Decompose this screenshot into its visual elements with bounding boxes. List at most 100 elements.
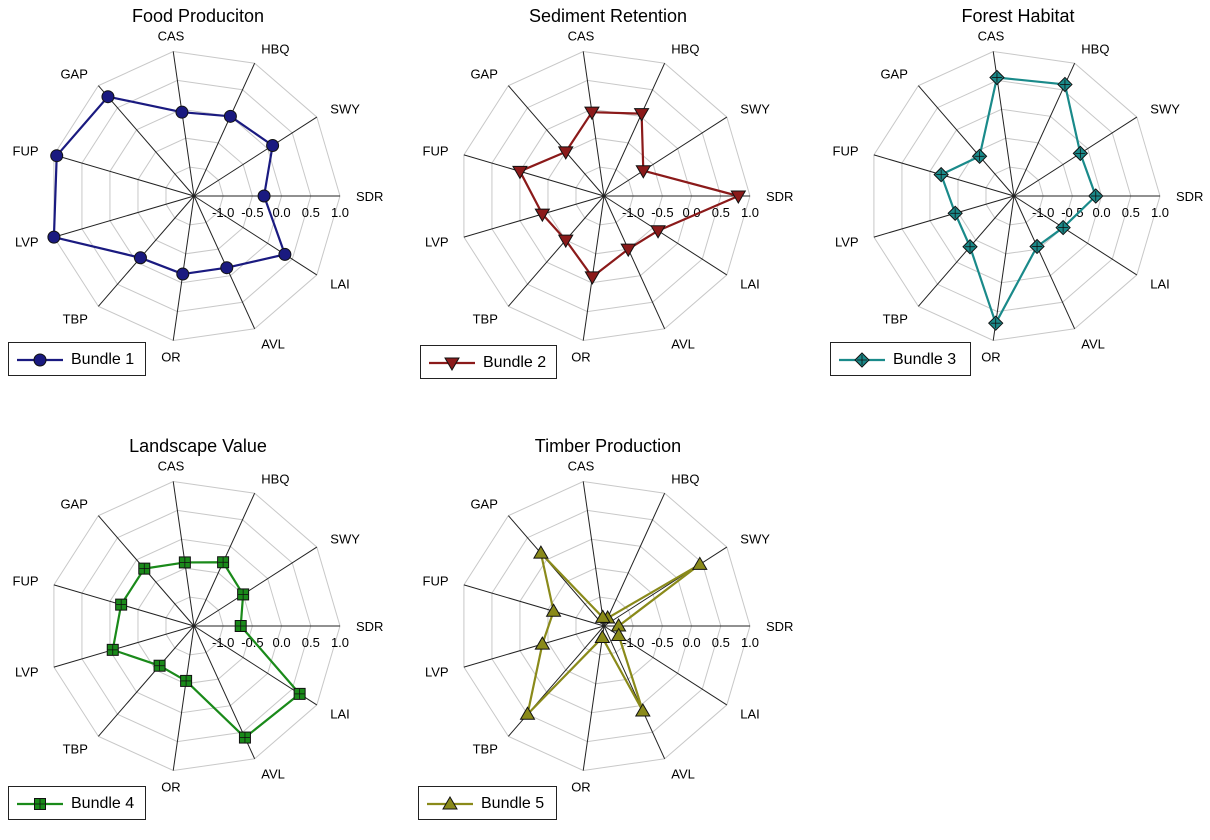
axis-label-tbp: TBP xyxy=(883,311,908,326)
axis-spoke xyxy=(98,85,195,197)
axis-spoke xyxy=(463,195,605,238)
axis-spoke xyxy=(508,85,605,197)
axis-spoke xyxy=(1013,195,1076,330)
axis-label-gap: GAP xyxy=(60,67,87,82)
legend-label: Bundle 3 xyxy=(893,351,957,368)
axis-label-avl: AVL xyxy=(1081,336,1105,351)
axis-label-tbp: TBP xyxy=(473,311,498,326)
grid-ring xyxy=(137,137,253,255)
series-line xyxy=(526,552,701,716)
axis-label-lai: LAI xyxy=(740,707,760,722)
axis-spoke xyxy=(603,116,728,197)
tick-label: -1.0 xyxy=(1032,205,1054,220)
data-point-lvp xyxy=(47,230,61,244)
grid-ring xyxy=(137,567,253,685)
series-line xyxy=(52,95,286,276)
data-point-or xyxy=(594,629,611,644)
grid-ring xyxy=(519,538,693,714)
axis-spoke xyxy=(463,154,605,197)
tick-label: 0.5 xyxy=(712,205,730,220)
tick-label: -1.0 xyxy=(212,635,234,650)
grid-ring xyxy=(491,79,722,313)
axis-label-hbq: HBQ xyxy=(671,472,699,487)
axis-label-cas: CAS xyxy=(158,29,185,44)
data-point-tbp xyxy=(557,234,574,249)
axis-spoke xyxy=(603,492,666,627)
tick-label: 1.0 xyxy=(741,635,759,650)
legend-swatch xyxy=(839,352,885,368)
axis-label-avl: AVL xyxy=(671,336,695,351)
radar-panel-forest-habitat: Forest Habitat SDR SWY HBQ CAS GAP FUP LVP TBP OR… xyxy=(828,0,1208,410)
axis-label-tbp: TBP xyxy=(473,741,498,756)
axis-label-avl: AVL xyxy=(261,336,285,351)
data-point-sdr xyxy=(257,189,271,203)
axis-spoke xyxy=(193,546,318,627)
axis-spoke xyxy=(603,625,666,760)
axis-spoke xyxy=(603,62,666,197)
chart-title: Sediment Retention xyxy=(528,6,688,26)
data-point-swy xyxy=(266,138,280,152)
axis-spoke xyxy=(193,195,318,276)
axis-label-swy: SWY xyxy=(330,531,360,546)
data-point-cas xyxy=(584,106,600,121)
axis-label-lai: LAI xyxy=(330,277,350,292)
axis-label-sdr: SDR xyxy=(1176,189,1203,204)
axis-label-sdr: SDR xyxy=(356,189,383,204)
axis-spoke xyxy=(53,195,195,238)
axis-spoke xyxy=(193,116,318,197)
axis-label-sdr: SDR xyxy=(356,619,383,634)
axis-spoke xyxy=(172,51,195,197)
axis-spoke xyxy=(918,85,1015,197)
legend-swatch xyxy=(427,796,473,810)
axis-label-lai: LAI xyxy=(330,707,350,722)
data-point-hbq xyxy=(223,109,237,123)
tick-label: 0.0 xyxy=(273,635,291,650)
axis-spoke xyxy=(992,195,1015,341)
data-point-lvp xyxy=(534,636,551,650)
chart-title: Food Produciton xyxy=(131,6,265,26)
axis-label-hbq: HBQ xyxy=(671,42,699,57)
axis-label-cas: CAS xyxy=(568,459,595,474)
axis-spoke xyxy=(582,195,605,341)
axis-label-swy: SWY xyxy=(740,531,770,546)
data-point-swy xyxy=(691,556,708,570)
grid-ring xyxy=(463,50,751,342)
axis-label-fup: FUP xyxy=(423,573,449,588)
data-point-sdr xyxy=(730,190,747,204)
radar-panel-timber-production: Timber Production SDR SWY HBQ CAS GAP FUP LVP TB… xyxy=(418,430,798,840)
radar-svg: SDR SWY HBQ CAS GAP FUP LVP TBP OR AVL LAI -1.0 -0.5… xyxy=(423,29,794,365)
grid-ring xyxy=(901,79,1132,313)
axis-label-tbp: TBP xyxy=(63,311,88,326)
axis-spoke xyxy=(1013,116,1138,197)
axis-label-gap: GAP xyxy=(880,67,907,82)
tick-label: 1.0 xyxy=(331,205,349,220)
grid-ring xyxy=(873,50,1161,342)
axis-spoke xyxy=(53,154,195,197)
legend-marker xyxy=(442,796,458,810)
axis-spoke xyxy=(582,481,605,627)
axis-spoke xyxy=(582,51,605,197)
tick-label: -1.0 xyxy=(212,205,234,220)
axis-label-fup: FUP xyxy=(13,143,39,158)
axis-label-hbq: HBQ xyxy=(261,42,289,57)
tick-label: -0.5 xyxy=(241,205,263,220)
axis-label-hbq: HBQ xyxy=(1081,42,1109,57)
axis-spoke xyxy=(172,481,195,627)
legend-label: Bundle 4 xyxy=(71,795,135,812)
data-point-fup xyxy=(545,603,562,617)
axis-label-lvp: LVP xyxy=(15,235,39,250)
grid-ring xyxy=(53,50,341,342)
axis-label-swy: SWY xyxy=(330,101,360,116)
axis-label-swy: SWY xyxy=(1150,101,1180,116)
axis-spoke xyxy=(98,625,195,737)
grid-ring xyxy=(463,480,751,772)
axis-spoke xyxy=(918,195,1015,307)
axis-spoke xyxy=(603,195,666,330)
data-point-gap xyxy=(101,90,115,104)
data-point-lvp xyxy=(534,208,551,223)
radar-panel-landscape-value: Landscape Value SDR SWY HBQ CAS GAP FUP LVP TBP O… xyxy=(8,430,388,840)
legend-label: Bundle 1 xyxy=(71,351,135,368)
tick-label: 1.0 xyxy=(331,635,349,650)
tick-label: 0.0 xyxy=(273,205,291,220)
